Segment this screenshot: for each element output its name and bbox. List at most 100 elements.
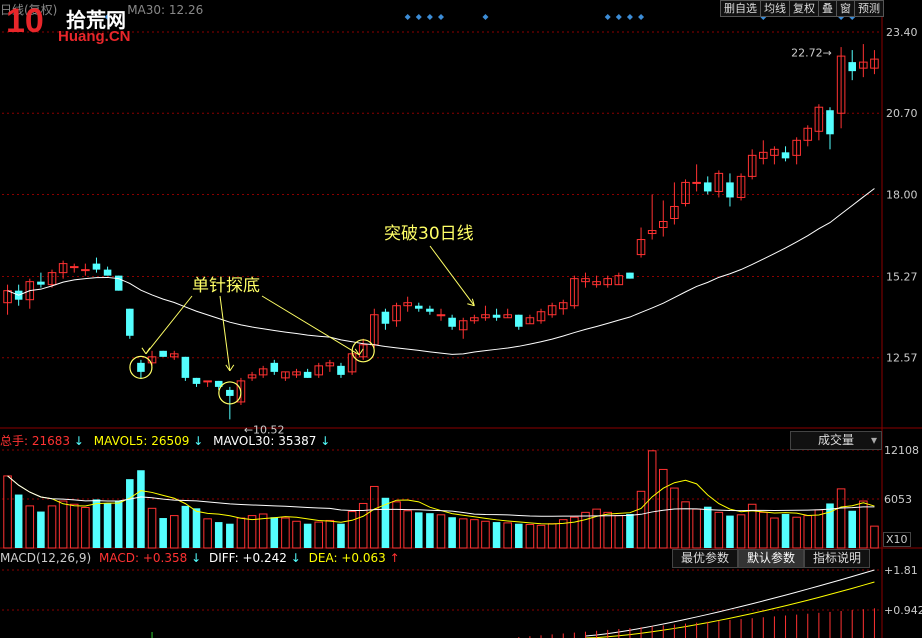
candle-body [581,278,590,283]
volume-bar [303,523,312,548]
ma30-value: 12.26 [168,3,204,17]
candle-body [114,275,123,291]
candle-body [515,314,523,327]
chart-period-label: 日线(复权) [0,3,58,17]
diff-line [585,569,875,637]
volume-tick-label: 6053 [884,493,912,506]
volume-bar [503,522,512,549]
site-logo: 10 拾荒网 Huang.CN [2,0,142,48]
volume-bar [515,523,523,548]
candle-body [647,230,657,235]
candle-body [759,151,768,159]
candle-body [448,317,456,327]
macd-legend: MACD(12,26,9) MACD: +0.358 ↓ DIFF: +0.24… [0,551,400,565]
candle-body [681,181,690,204]
volume-bar [458,518,468,549]
overlay-button[interactable]: 叠 [818,0,836,17]
candle-body [325,362,335,367]
volume-tick-label: 12108 [884,444,919,457]
candle-body [403,302,412,307]
event-marker-icon [438,14,444,20]
logo-site: Huang.CN [58,28,131,45]
arrowhead-icon [141,347,151,355]
arrowhead-icon [225,364,235,372]
volume-bar [670,487,679,549]
event-marker-icon [604,14,611,20]
price-tick-label: 15.27 [886,271,918,284]
mavol30-label: MAVOL30: [213,434,275,448]
needle-highlight-circle [218,381,242,405]
candle-body [292,371,301,376]
logo-number: 10 [6,2,44,40]
indicator-selector[interactable]: 成交量 ▾ [790,431,882,450]
high-price-label: 22.72→ [791,46,832,59]
indicator-selector-value: 成交量 [817,433,854,447]
arrowhead-icon [354,348,364,356]
volume-bar [859,500,868,549]
candle-body [281,371,290,379]
tab-default-params[interactable]: 默认参数 [738,549,805,568]
ma-button[interactable]: 均线 [760,0,789,17]
event-marker-icon [426,14,433,20]
volume-bar [626,513,634,548]
volume-bar [848,510,856,548]
volume-bar [270,517,279,548]
candle-body [547,305,557,316]
candle-body [270,362,279,372]
macd-tabs: 最优参数 默认参数 指标说明 [672,549,871,568]
volume-bar [325,519,335,549]
candle-body [636,239,646,256]
candle-body [181,356,190,378]
toolbar: 删自选 均线 复权 叠 窗 预测 [720,0,884,17]
price-tick-label: 23.40 [886,26,918,39]
tab-indicator-help[interactable]: 指标说明 [804,549,871,568]
volume-bar [247,515,257,549]
event-marker-icon [615,14,622,20]
volume-bar [703,506,712,548]
volume-bar [558,519,568,549]
volume-bar [25,505,35,549]
candle-body [481,314,490,319]
volume-bar [169,515,179,549]
adjust-button[interactable]: 复权 [789,0,818,17]
candle-body [247,374,257,379]
candle-body [714,172,724,192]
event-marker-icon [404,14,411,20]
total-volume-label: 总手: [0,434,29,448]
candle-body [525,317,535,325]
volume-scale: X10 [883,532,911,547]
forecast-button[interactable]: 预测 [854,0,884,17]
mavol30-value: 35387 [278,434,317,448]
candle-body [503,314,512,319]
delete-watchlist-button[interactable]: 删自选 [720,0,760,17]
low-price-label: ←10.52 [244,423,285,436]
volume-bar [658,468,668,549]
window-button[interactable]: 窗 [836,0,854,17]
candle-body [92,263,101,270]
event-marker-icon [638,14,645,20]
volume-bar [770,517,779,549]
candle-body [692,181,701,184]
volume-bar [370,485,379,549]
volume-bar [426,513,434,548]
volume-bar [3,475,12,549]
mavol30-line [7,475,875,517]
candle-body [236,380,246,403]
tab-optimal-params[interactable]: 最优参数 [672,549,739,568]
candle-body [337,365,345,375]
candle-body [159,350,167,357]
event-marker-icon [626,14,633,20]
volume-bar [736,514,746,549]
volume-bar [281,517,290,549]
volume-bar [214,522,223,548]
volume-bar [681,501,690,549]
candle-body [626,272,634,279]
event-marker-icon [104,14,111,20]
dea-value: +0.063 [341,551,386,565]
candle-body [203,380,212,383]
candle-body [803,127,813,141]
volume-bar [814,509,824,549]
mavol5-value: 26509 [151,434,190,448]
volume-bar [58,500,68,549]
